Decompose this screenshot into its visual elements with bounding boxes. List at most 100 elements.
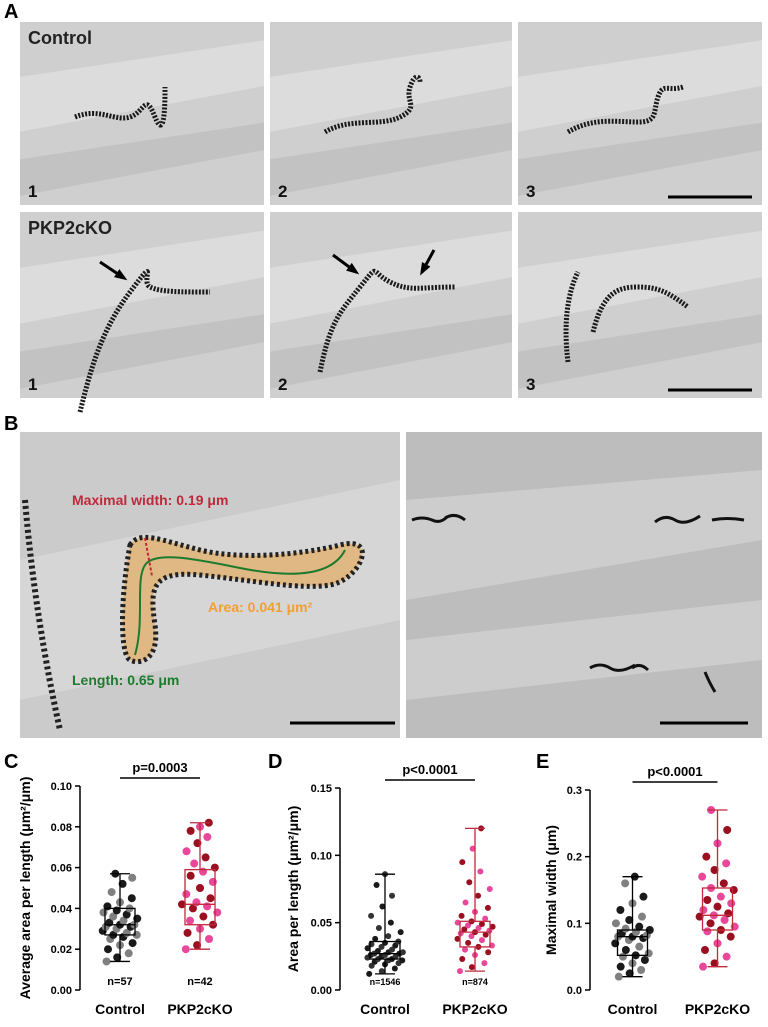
data-point bbox=[203, 902, 212, 911]
desmosome bbox=[77, 269, 211, 413]
data-point bbox=[399, 949, 406, 956]
data-point bbox=[373, 881, 380, 888]
image-texture bbox=[270, 314, 512, 389]
data-point bbox=[196, 884, 204, 892]
data-point bbox=[465, 922, 472, 929]
panel-label: C bbox=[4, 751, 18, 773]
y-tick-label: 0.10 bbox=[51, 781, 72, 793]
data-point bbox=[621, 879, 630, 888]
data-point bbox=[611, 919, 620, 928]
desmosome bbox=[703, 671, 717, 693]
data-point bbox=[182, 847, 191, 856]
x-tick-label: Control bbox=[360, 1001, 410, 1017]
y-tick-label: 0.10 bbox=[311, 850, 332, 862]
data-point bbox=[192, 898, 201, 907]
data-point bbox=[695, 912, 704, 921]
data-point bbox=[186, 916, 195, 925]
data-point bbox=[378, 943, 385, 950]
arrow-head bbox=[114, 269, 128, 281]
data-point bbox=[722, 952, 731, 961]
width-line bbox=[144, 537, 153, 577]
data-point bbox=[188, 904, 197, 913]
desmosome bbox=[589, 663, 636, 672]
panel-label: D bbox=[268, 751, 282, 773]
box bbox=[701, 887, 734, 931]
data-point bbox=[186, 826, 195, 835]
data-point bbox=[364, 945, 371, 952]
data-point bbox=[206, 894, 215, 903]
data-point bbox=[710, 866, 719, 874]
data-point bbox=[640, 956, 649, 964]
data-point bbox=[366, 970, 373, 977]
data-point bbox=[719, 879, 728, 888]
data-point bbox=[122, 910, 131, 919]
data-point bbox=[368, 912, 375, 919]
desmosome bbox=[444, 513, 466, 522]
y-tick-label: 0.2 bbox=[567, 852, 582, 864]
frame-number: 2 bbox=[278, 182, 287, 201]
data-point bbox=[475, 925, 482, 932]
data-point bbox=[109, 912, 118, 921]
data-point bbox=[372, 935, 379, 942]
n-label: n=42 bbox=[187, 976, 212, 988]
x-tick-label: Control bbox=[608, 1001, 658, 1017]
data-point bbox=[614, 972, 623, 981]
data-point bbox=[107, 888, 116, 897]
data-point bbox=[713, 902, 722, 911]
image-texture bbox=[518, 40, 762, 132]
data-point bbox=[710, 959, 719, 968]
annotation: Maximal width: 0.19 μm bbox=[72, 492, 228, 508]
data-point bbox=[454, 919, 461, 926]
box bbox=[104, 907, 136, 936]
data-point bbox=[478, 937, 485, 944]
data-point bbox=[399, 957, 406, 964]
data-point bbox=[182, 890, 191, 899]
desmosome bbox=[711, 517, 745, 522]
data-point bbox=[461, 946, 468, 953]
y-axis-label: Average area per length (μm²/μm) bbox=[17, 777, 33, 1000]
data-point bbox=[724, 909, 733, 918]
data-point bbox=[703, 896, 712, 904]
p-value: p<0.0001 bbox=[402, 762, 457, 777]
data-point bbox=[644, 949, 653, 958]
image-texture bbox=[20, 40, 264, 132]
micrograph: 3 bbox=[518, 212, 762, 398]
arrow-head bbox=[420, 262, 431, 276]
data-point bbox=[128, 939, 137, 948]
data-point bbox=[703, 927, 712, 936]
data-point bbox=[104, 945, 113, 954]
data-point bbox=[469, 845, 476, 852]
data-point bbox=[481, 960, 488, 967]
data-point bbox=[478, 921, 485, 928]
data-point bbox=[618, 952, 627, 961]
data-point bbox=[456, 968, 463, 975]
data-point bbox=[716, 892, 725, 901]
desmosome bbox=[411, 515, 449, 523]
box bbox=[459, 920, 491, 948]
area-outline bbox=[120, 534, 365, 665]
data-point bbox=[193, 941, 202, 950]
y-tick-label: 0.08 bbox=[51, 822, 72, 834]
desmosome bbox=[323, 74, 423, 135]
micrograph: 1 PKP2cKO bbox=[20, 212, 264, 413]
data-point bbox=[459, 956, 466, 963]
micrograph: 3 bbox=[518, 22, 762, 205]
data-point bbox=[468, 964, 475, 971]
data-point bbox=[625, 969, 634, 978]
data-point bbox=[637, 966, 646, 974]
data-point bbox=[389, 946, 396, 953]
data-point bbox=[720, 916, 729, 924]
panel-label: B bbox=[4, 413, 18, 435]
data-point bbox=[639, 892, 648, 901]
image-texture bbox=[518, 122, 762, 196]
data-point bbox=[468, 933, 475, 940]
image-texture bbox=[20, 480, 400, 700]
data-point bbox=[621, 946, 630, 954]
data-point bbox=[729, 886, 738, 894]
data-point bbox=[484, 904, 491, 911]
data-point bbox=[374, 947, 381, 954]
image-texture bbox=[270, 40, 512, 132]
data-point bbox=[701, 946, 710, 954]
p-value: p<0.0001 bbox=[647, 764, 702, 779]
n-label: n=1546 bbox=[370, 977, 401, 987]
